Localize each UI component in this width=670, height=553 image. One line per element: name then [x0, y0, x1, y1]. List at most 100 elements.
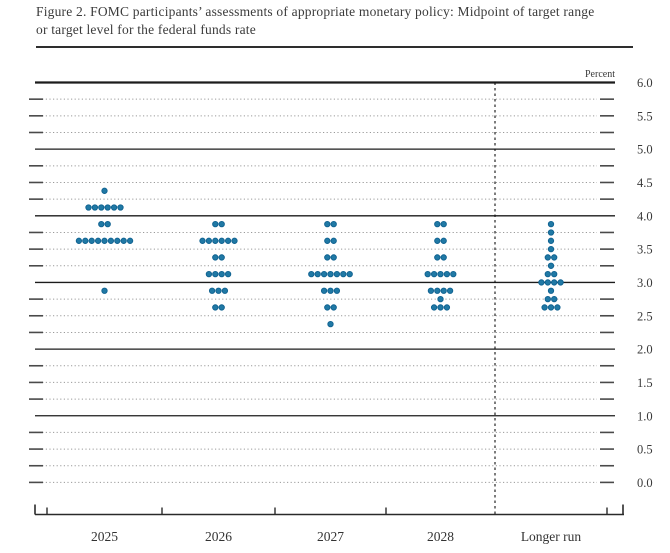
x-axis-label-2028: 2028 — [427, 529, 454, 544]
dot-2026-3.625 — [205, 237, 213, 244]
dot-2025-3.625 — [82, 237, 89, 244]
dot-2026-3.625 — [212, 237, 219, 244]
y-axis-label-4.5: 4.5 — [637, 176, 653, 190]
dot-2026-3.875 — [212, 220, 219, 228]
y-axis-label-1.5: 1.5 — [637, 376, 653, 390]
dot-2028-3.875 — [434, 220, 441, 228]
x-axis-label-2025: 2025 — [91, 529, 118, 544]
y-axis-label-3.0: 3.0 — [637, 276, 653, 290]
dot-2025-3.625 — [126, 237, 134, 244]
dot-2028-3.375 — [434, 254, 441, 261]
x-axis-label-2026: 2026 — [205, 529, 232, 544]
dot-2028-2.625 — [430, 304, 438, 311]
dot-2027-3.125 — [340, 270, 347, 278]
y-axis-label-5.5: 5.5 — [637, 109, 653, 123]
x-axis-label-2027: 2027 — [317, 529, 344, 544]
dot-2026-3.375 — [212, 254, 219, 261]
y-axis-label-3.5: 3.5 — [637, 243, 653, 257]
dot-2025-4.125 — [110, 204, 118, 211]
dot-2026-2.875 — [208, 287, 216, 294]
dot-2028-2.625 — [437, 304, 444, 311]
dot-2027-3.125 — [308, 270, 315, 278]
figure-title-line-1: Figure 2. FOMC participants’ assessments… — [36, 4, 595, 19]
dot-longer-run-2.875 — [547, 287, 555, 294]
y-axis-label-2.5: 2.5 — [637, 309, 653, 323]
dot-2025-3.625 — [88, 237, 95, 244]
dot-2027-3.875 — [324, 220, 331, 228]
dot-2028-3.875 — [440, 220, 447, 228]
dot-2027-3.375 — [324, 254, 331, 261]
title-divider — [36, 46, 633, 48]
dot-2026-3.125 — [224, 270, 232, 278]
dot-2026-2.625 — [218, 304, 225, 311]
dot-2028-3.375 — [440, 254, 447, 261]
dot-longer-run-3.125 — [551, 270, 558, 278]
dot-2028-3.625 — [440, 237, 447, 244]
dot-longer-run-3.125 — [544, 270, 551, 278]
dot-2027-3.125 — [327, 270, 334, 278]
dot-2028-3.125 — [430, 270, 438, 278]
dot-longer-run-3.25 — [547, 262, 555, 269]
dot-2027-3.125 — [346, 270, 353, 278]
dot-longer-run-3 — [538, 279, 545, 286]
dot-2027-3.875 — [330, 220, 337, 228]
dot-2027-2.875 — [320, 287, 328, 294]
dot-2026-3.875 — [218, 220, 225, 228]
dot-longer-run-3 — [551, 279, 558, 286]
percent-axis-caption: Percent — [585, 69, 615, 80]
dot-2026-3.125 — [212, 270, 219, 278]
dot-2028-2.625 — [443, 304, 451, 311]
y-axis-label-2.0: 2.0 — [637, 343, 653, 357]
dot-2025-4.125 — [85, 204, 92, 211]
dot-2028-2.875 — [440, 287, 447, 294]
x-axis-label-longer-run: Longer run — [521, 529, 582, 544]
y-axis-label-6.0: 6.0 — [637, 76, 653, 90]
dot-2028-2.875 — [446, 287, 454, 294]
dot-2028-2.875 — [434, 287, 441, 294]
figure-title-line-2: or target level for the federal funds ra… — [36, 22, 256, 37]
dot-2025-2.875 — [101, 287, 108, 294]
dot-longer-run-2.625 — [554, 304, 561, 311]
figure-title: Figure 2. FOMC participants’ assessments… — [36, 3, 636, 39]
dot-2026-2.875 — [215, 287, 222, 294]
dot-longer-run-3 — [557, 279, 564, 286]
y-axis-label-0.0: 0.0 — [637, 476, 653, 490]
y-axis-label-4.0: 4.0 — [637, 209, 653, 223]
dot-2026-3.625 — [199, 237, 206, 244]
dot-2026-3.625 — [224, 237, 232, 244]
dot-2028-3.125 — [424, 270, 431, 278]
dot-2028-2.75 — [437, 295, 444, 303]
dot-2025-3.875 — [98, 220, 105, 228]
dot-longer-run-3.875 — [547, 220, 555, 228]
dot-2027-3.125 — [333, 270, 341, 278]
dot-longer-run-2.75 — [544, 295, 551, 303]
dot-2025-3.625 — [75, 237, 83, 244]
dot-2026-3.625 — [218, 237, 225, 244]
dot-2025-3.625 — [94, 237, 102, 244]
dot-2027-2.875 — [333, 287, 341, 294]
dot-2027-3.375 — [330, 254, 337, 261]
dot-2025-4.125 — [117, 204, 124, 211]
dot-2027-3.125 — [314, 270, 321, 278]
dot-2027-2.625 — [330, 304, 337, 311]
y-axis-label-1.0: 1.0 — [637, 409, 653, 423]
dot-longer-run-2.625 — [547, 304, 555, 311]
dot-2025-4.125 — [98, 204, 105, 211]
dot-2026-3.375 — [218, 254, 225, 261]
dot-2028-3.125 — [443, 270, 451, 278]
dot-2028-3.625 — [434, 237, 441, 244]
dot-2027-2.875 — [327, 287, 334, 294]
dot-2026-3.625 — [231, 237, 238, 244]
dot-2026-2.625 — [212, 304, 219, 311]
dot-2027-3.625 — [330, 237, 337, 244]
dot-2027-2.375 — [327, 320, 334, 328]
dot-longer-run-2.75 — [551, 295, 558, 303]
dot-longer-run-3.625 — [547, 237, 555, 244]
dot-longer-run-2.625 — [541, 304, 548, 311]
dot-longer-run-3.375 — [544, 254, 551, 261]
dot-2025-4.125 — [104, 204, 111, 211]
dot-2028-3.125 — [450, 270, 457, 278]
dot-2026-3.125 — [218, 270, 225, 278]
